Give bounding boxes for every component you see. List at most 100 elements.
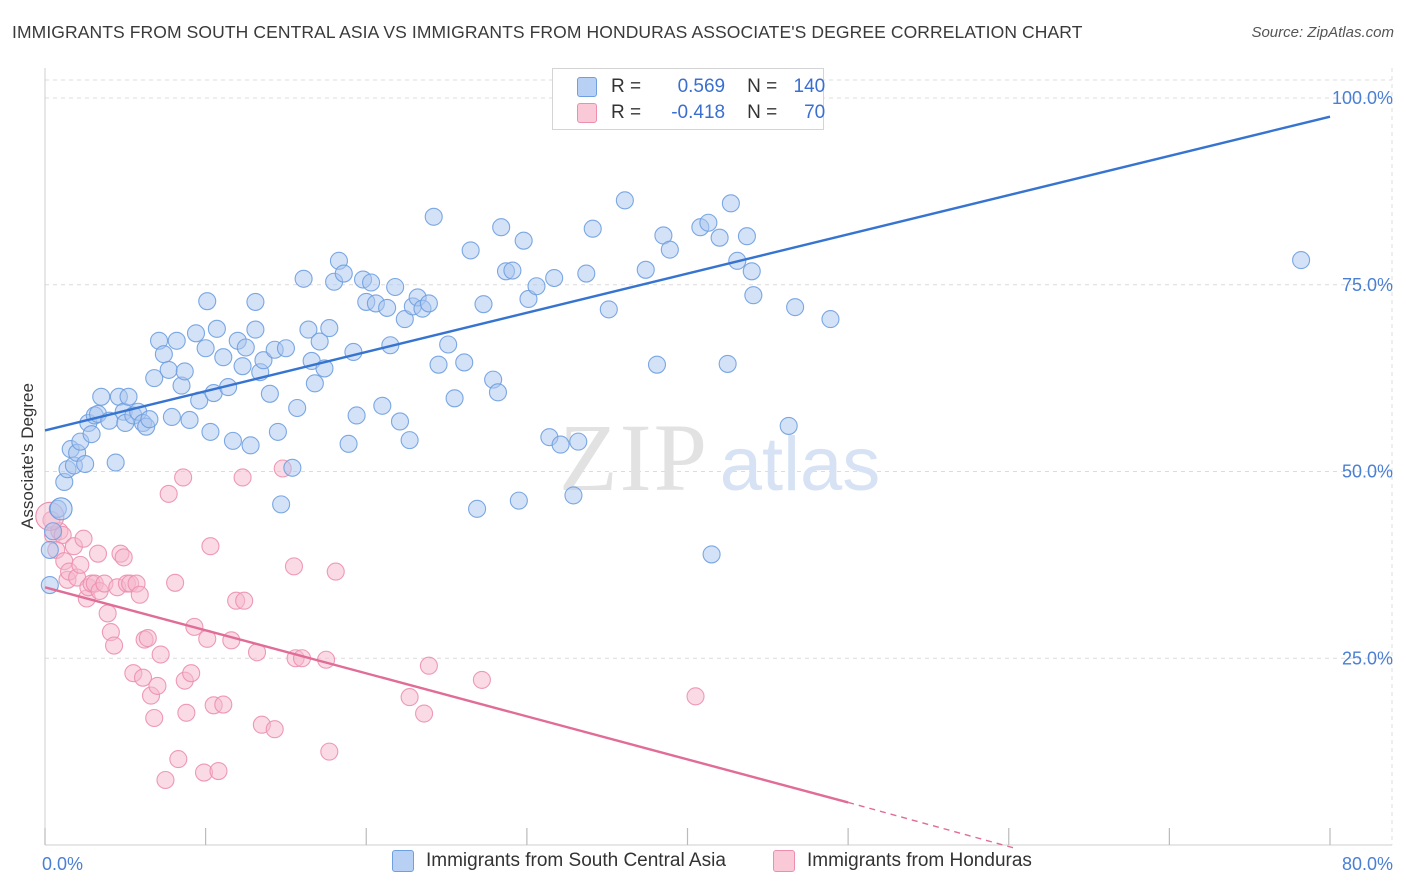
watermark: ZIP atlas [559,404,880,511]
south-central-asia-point [503,261,522,280]
south-central-asia-point [119,387,138,406]
south-central-asia-point [702,545,721,564]
south-central-asia-point [378,298,397,317]
honduras-point [114,548,133,567]
y-tick-label: 100.0% [1332,88,1393,108]
south-central-asia-point [76,454,95,474]
south-central-asia-point [742,262,761,281]
legend-swatch-pink [773,850,795,872]
south-central-asia-point [186,324,206,343]
legend-swatch-blue [392,850,414,872]
honduras-point [74,529,93,548]
south-central-asia-point [744,286,763,305]
honduras-point [265,720,284,739]
south-central-asia-point [236,338,255,357]
honduras-point [71,555,90,574]
tick-labels: 25.0% 50.0% 75.0% 100.0% 0.0% 80.0% [42,88,1393,874]
honduras-point [98,604,117,623]
honduras-point [88,544,108,563]
legend-swatch-pink [577,103,597,123]
honduras-point [320,742,339,761]
r-label: R = [611,102,642,123]
south-central-asia-point [786,298,805,317]
legend-item-south-central-asia[interactable]: Immigrants from South Central Asia [392,850,726,872]
south-central-asia-point [140,410,159,429]
south-central-asia-point [320,319,339,338]
south-central-asia-point [577,264,596,283]
south-central-asia-point [390,412,410,431]
south-central-asia-point [40,540,59,559]
source-credit: Source: ZipAtlas.com [1251,24,1394,41]
south-central-asia-point [294,269,313,288]
honduras-point [472,670,491,689]
honduras-point [133,668,153,687]
r-value: 0.569 [677,76,726,97]
south-central-asia-point [386,277,405,297]
n-label: N = [747,76,778,97]
honduras-point [400,688,419,707]
south-central-asia-point [710,228,729,247]
south-central-asia-point [492,218,511,237]
legend-label: Immigrants from Honduras [807,850,1032,871]
south-central-asia-point [283,458,302,477]
south-central-asia-point [718,354,737,373]
south-central-asia-point [699,213,718,232]
south-central-asia-point [488,383,508,402]
south-central-asia-point [564,486,583,505]
south-central-asia-point [344,342,363,362]
honduras-point [105,636,124,655]
south-central-asia-point [92,387,111,406]
x-tick-label: 80.0% [1342,854,1393,874]
stats-legend: R = 0.569 N = 140 R = -0.418 N = 70 [552,68,825,130]
south-central-asia-point [509,491,528,510]
honduras-point [233,468,252,487]
south-central-asia-points [40,191,1311,595]
r-value: -0.418 [671,102,726,123]
y-tick-label: 75.0% [1342,275,1393,295]
honduras-point [169,750,188,769]
honduras-point [151,645,170,664]
south-central-asia-point [43,522,63,541]
honduras-point [148,676,167,695]
stats-row-honduras: R = -0.418 N = 70 [577,100,825,126]
south-central-asia-point [545,268,564,288]
x-tick-label: 0.0% [42,854,83,874]
trend-lines [44,115,1331,850]
south-central-asia-point [636,260,655,279]
honduras-point [235,591,254,610]
honduras-point [174,468,193,487]
south-central-asia-point [214,348,233,367]
series-legend: Immigrants from South Central Asia Immig… [0,850,1406,880]
honduras-point [209,761,228,781]
south-central-asia-point [527,277,546,296]
honduras-point [182,664,201,683]
south-central-asia-point [334,264,353,283]
south-central-asia-point [1292,251,1311,270]
south-central-asia-point [145,369,164,388]
n-value: 140 [793,76,826,97]
axis-layer [44,68,1392,846]
legend-label: Immigrants from South Central Asia [426,850,726,871]
south-central-asia-point [106,453,125,472]
south-central-asia-point [223,431,242,450]
south-central-asia-point [647,355,667,374]
honduras-point [326,562,345,581]
south-central-asia-point [241,436,260,455]
south-central-asia-point [260,384,279,403]
south-central-asia-point [254,351,273,370]
trend-line-honduras-extension [847,801,1017,850]
trend-line-south-central-asia [44,115,1331,432]
stats-row-south-central-asia: R = 0.569 N = 140 [577,74,825,100]
south-central-asia-point [615,191,634,210]
legend-swatch-blue [577,77,597,97]
honduras-point [156,770,175,790]
south-central-asia-point [514,231,533,250]
n-label: N = [747,102,778,123]
south-central-asia-point [445,389,464,408]
legend-item-honduras[interactable]: Immigrants from Honduras [773,850,1032,872]
south-central-asia-point [154,345,173,364]
south-central-asia-point [299,320,318,339]
south-central-asia-point [347,406,366,425]
south-central-asia-point [721,194,740,213]
n-value: 70 [804,102,826,123]
